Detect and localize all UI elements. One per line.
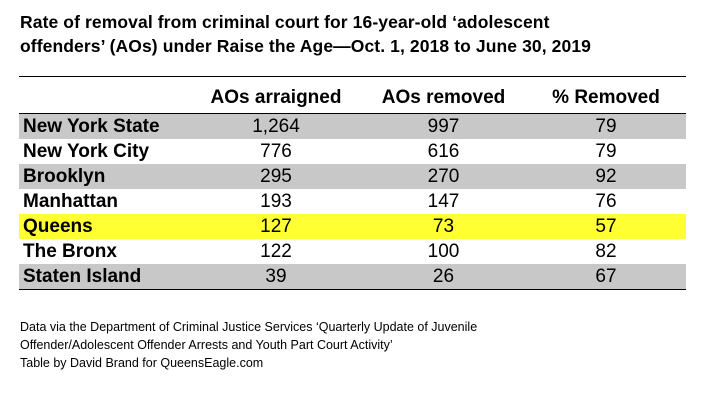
cell-removed: 997	[361, 113, 526, 139]
table-body: New York State 1,264 997 79 New York City 776…	[19, 113, 686, 290]
table-row: Staten Island 39 26 67	[19, 264, 686, 290]
cell-percent-removed: 57	[526, 214, 686, 239]
table-row: Brooklyn 295 270 92	[19, 164, 686, 189]
cell-removed: 270	[361, 164, 526, 189]
cell-arraigned: 127	[191, 214, 361, 239]
cell-percent-removed: 76	[526, 189, 686, 214]
cell-arraigned: 193	[191, 189, 361, 214]
cell-percent-removed: 67	[526, 264, 686, 290]
source-notes: Data via the Department of Criminal Just…	[20, 318, 700, 372]
chart-title-line-1: Rate of removal from criminal court for …	[20, 12, 550, 32]
source-note-line-2: Offender/Adolescent Offender Arrests and…	[20, 338, 393, 352]
source-note-line-1: Data via the Department of Criminal Just…	[20, 320, 478, 334]
cell-percent-removed: 79	[526, 139, 686, 164]
row-label: Queens	[19, 214, 191, 239]
table-header-row: AOs arraigned AOs removed % Removed	[19, 86, 686, 114]
cell-removed: 26	[361, 264, 526, 290]
title-divider	[19, 76, 686, 77]
cell-arraigned: 295	[191, 164, 361, 189]
table-row: Queens 127 73 57	[19, 214, 686, 239]
row-label: Manhattan	[19, 189, 191, 214]
cell-arraigned: 122	[191, 239, 361, 264]
cell-percent-removed: 92	[526, 164, 686, 189]
table-row: New York City 776 616 79	[19, 139, 686, 164]
removal-rate-table: AOs arraigned AOs removed % Removed New …	[19, 86, 686, 290]
column-header-arraigned: AOs arraigned	[191, 86, 361, 114]
row-label: Staten Island	[19, 264, 191, 290]
column-header-percent: % Removed	[526, 86, 686, 114]
column-header-category	[19, 86, 191, 114]
cell-percent-removed: 82	[526, 239, 686, 264]
row-label: New York City	[19, 139, 191, 164]
credit-line: Table by David Brand for QueensEagle.com	[20, 356, 264, 370]
chart-title-line-2: offenders’ (AOs) under Raise the Age—Oct…	[20, 36, 591, 56]
table-row: New York State 1,264 997 79	[19, 113, 686, 139]
cell-arraigned: 39	[191, 264, 361, 290]
row-label: New York State	[19, 113, 191, 139]
column-header-removed: AOs removed	[361, 86, 526, 114]
table-row: The Bronx 122 100 82	[19, 239, 686, 264]
table-row: Manhattan 193 147 76	[19, 189, 686, 214]
cell-arraigned: 776	[191, 139, 361, 164]
cell-removed: 73	[361, 214, 526, 239]
row-label: Brooklyn	[19, 164, 191, 189]
row-label: The Bronx	[19, 239, 191, 264]
cell-arraigned: 1,264	[191, 113, 361, 139]
cell-removed: 100	[361, 239, 526, 264]
cell-removed: 147	[361, 189, 526, 214]
cell-percent-removed: 79	[526, 113, 686, 139]
chart-title: Rate of removal from criminal court for …	[20, 10, 700, 58]
cell-removed: 616	[361, 139, 526, 164]
